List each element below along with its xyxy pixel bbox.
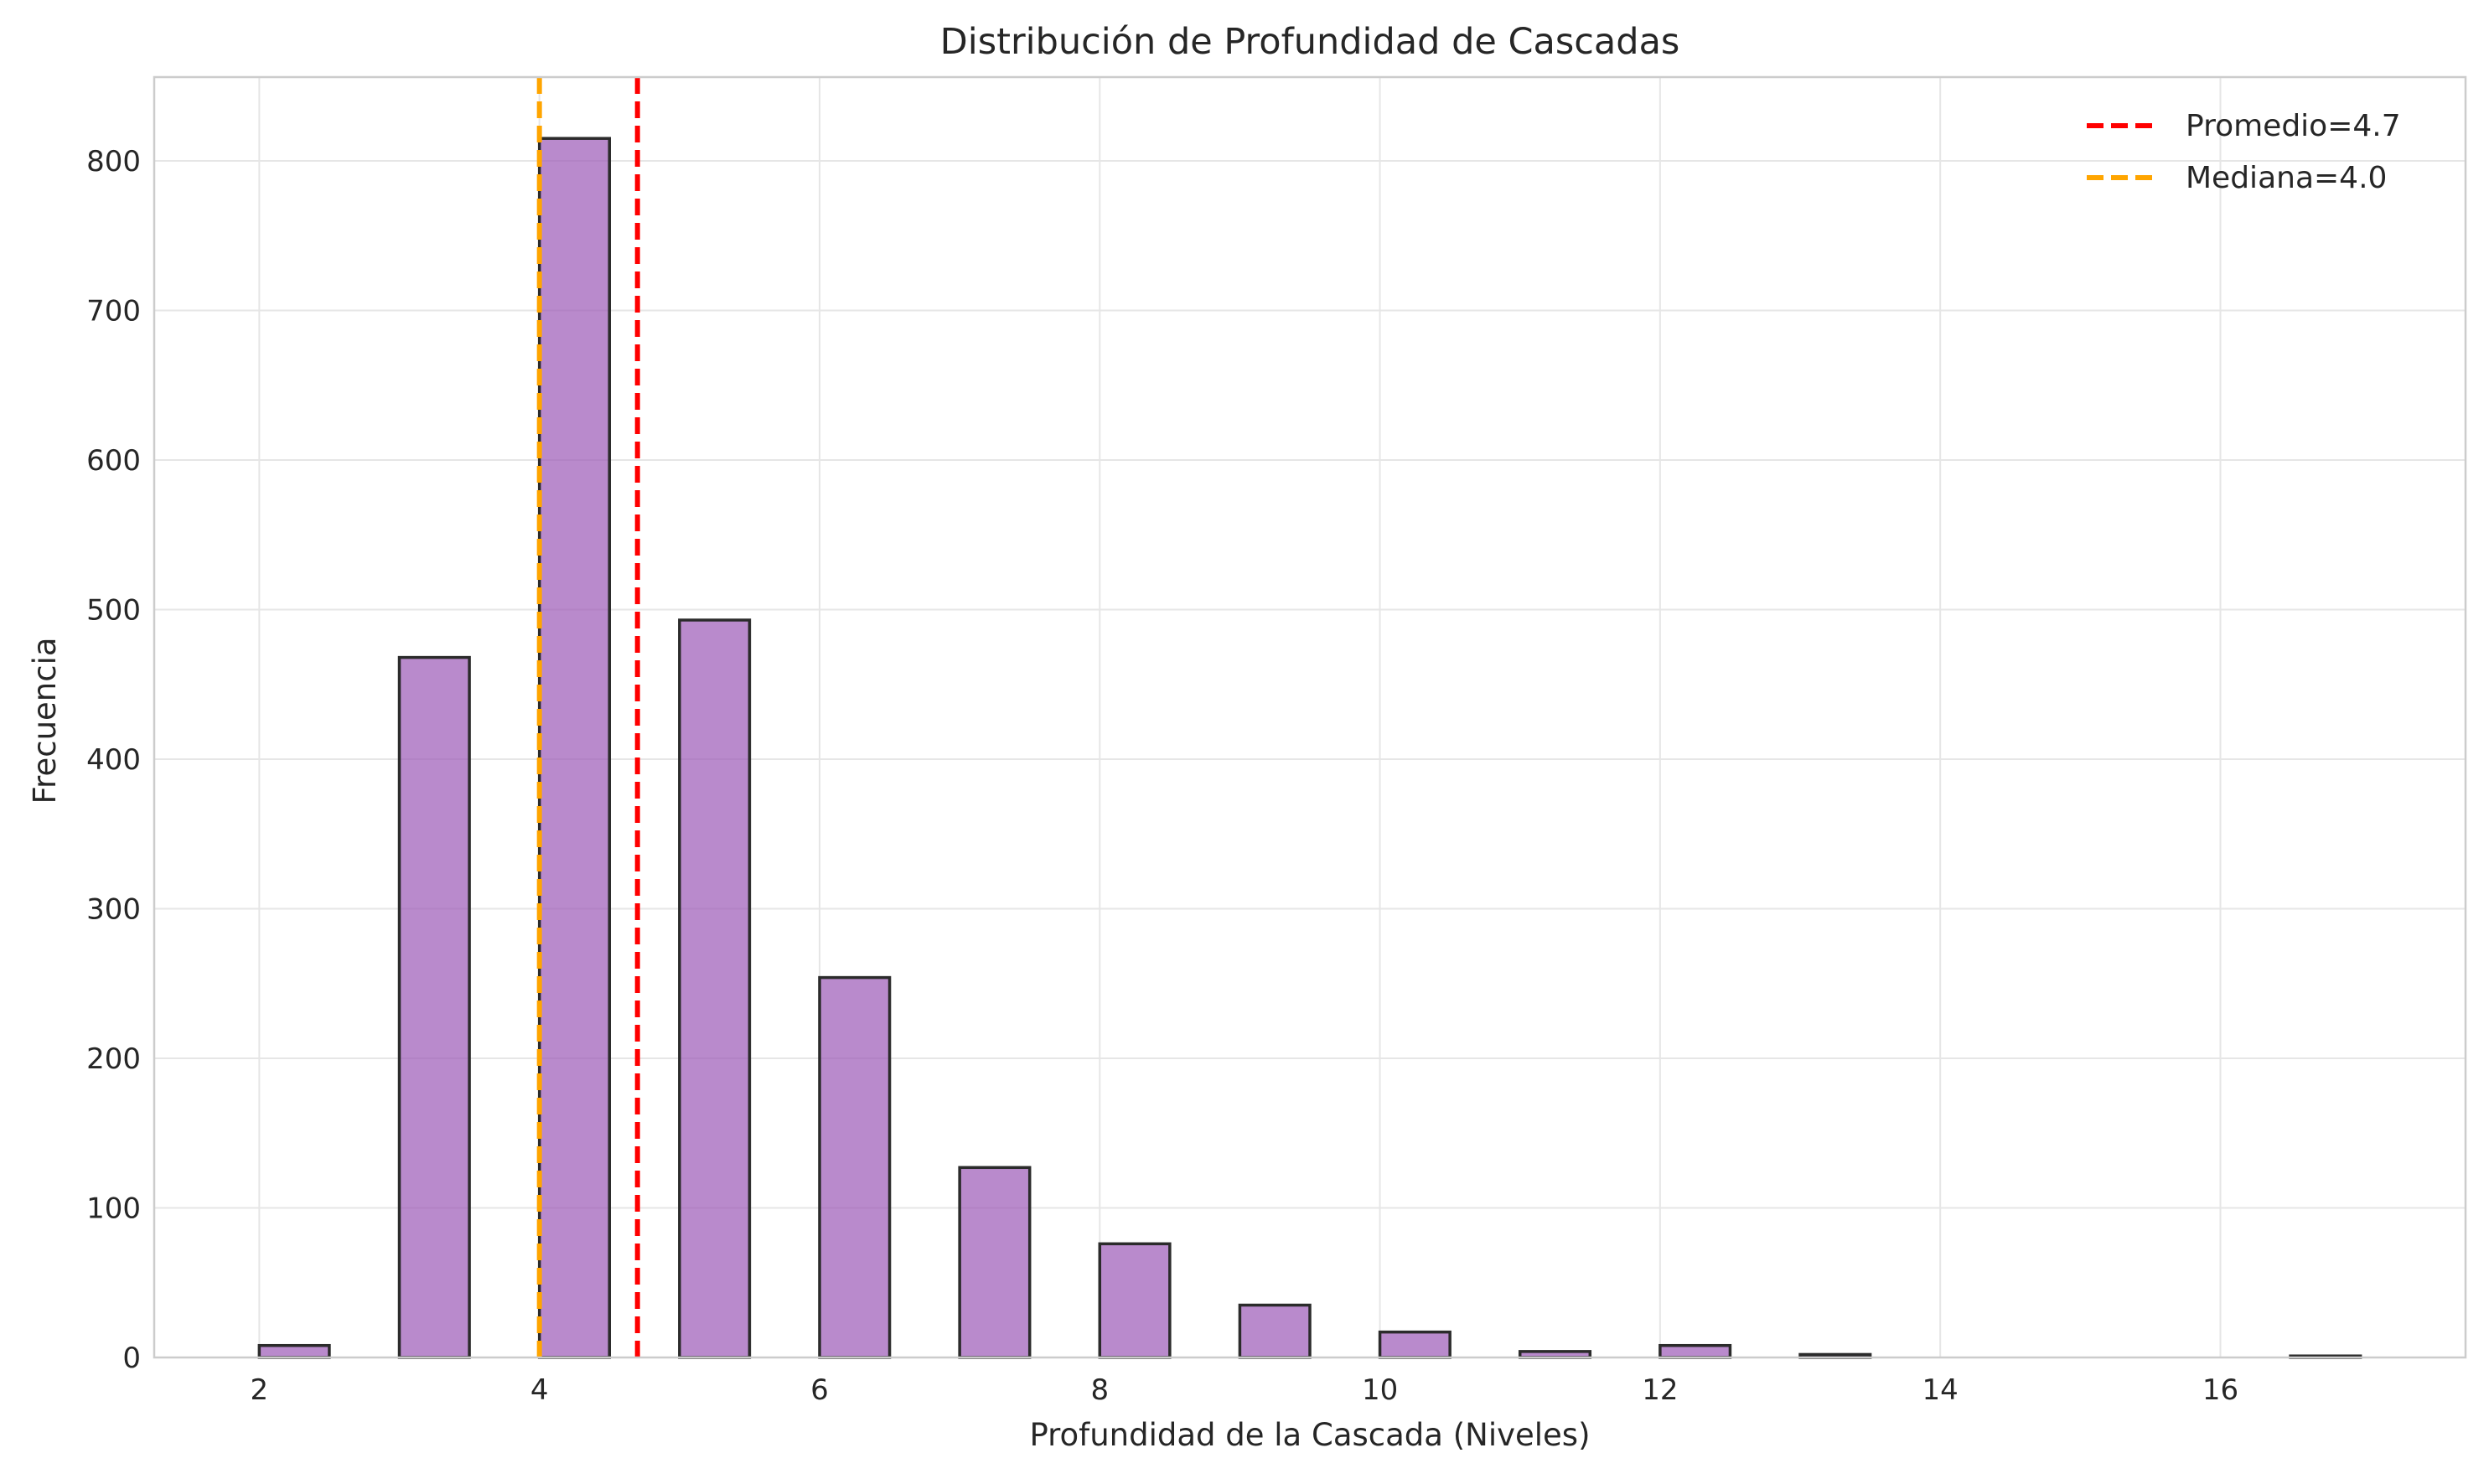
y-tick-label: 0 xyxy=(122,1342,141,1375)
y-tick-label: 200 xyxy=(86,1042,141,1076)
histogram-bar xyxy=(818,975,892,1359)
y-tick-label: 100 xyxy=(86,1192,141,1225)
legend-label-promedio: Promedio=4.7 xyxy=(2186,109,2401,143)
legend: Promedio=4.7 Mediana=4.0 xyxy=(2087,109,2401,195)
bars-layer xyxy=(257,137,2362,1359)
histogram-bar xyxy=(1098,1242,1172,1359)
histogram-bar xyxy=(958,1166,1032,1359)
x-tick-label: 4 xyxy=(530,1373,549,1407)
histogram-bar xyxy=(1378,1330,1451,1359)
histogram-bar xyxy=(678,618,752,1359)
reference-lines-layer xyxy=(536,77,640,1357)
y-tick-label: 600 xyxy=(86,444,141,478)
x-tick-label: 10 xyxy=(1362,1373,1398,1407)
y-tick-label: 300 xyxy=(86,892,141,926)
y-tick-label: 700 xyxy=(86,294,141,328)
legend-label-mediana: Mediana=4.0 xyxy=(2186,161,2387,195)
histogram-bar xyxy=(1238,1303,1312,1359)
y-tick-label: 800 xyxy=(86,145,141,178)
plot-frame xyxy=(153,75,2467,1359)
chart-title: Distribución de Profundidad de Cascadas xyxy=(940,21,1680,63)
y-tick-labels: 0 100 200 300 400 500 600 700 800 xyxy=(86,145,141,1375)
histogram-bar xyxy=(257,1343,331,1359)
x-tick-label: 2 xyxy=(251,1373,269,1407)
x-tick-label: 6 xyxy=(810,1373,829,1407)
x-tick-label: 16 xyxy=(2202,1373,2238,1407)
histogram-bar xyxy=(1658,1343,1732,1359)
y-axis-title: Frecuencia xyxy=(27,637,63,804)
y-tick-label: 400 xyxy=(86,743,141,777)
histogram-bar xyxy=(397,655,471,1359)
x-tick-labels: 2 4 6 8 10 12 14 16 xyxy=(251,1373,2239,1407)
x-axis-title: Profundidad de la Cascada (Niveles) xyxy=(1029,1417,1590,1453)
histogram-bar xyxy=(537,137,611,1359)
x-tick-label: 14 xyxy=(1922,1373,1959,1407)
x-tick-label: 12 xyxy=(1642,1373,1678,1407)
x-tick-label: 8 xyxy=(1090,1373,1109,1407)
y-tick-label: 500 xyxy=(86,593,141,627)
